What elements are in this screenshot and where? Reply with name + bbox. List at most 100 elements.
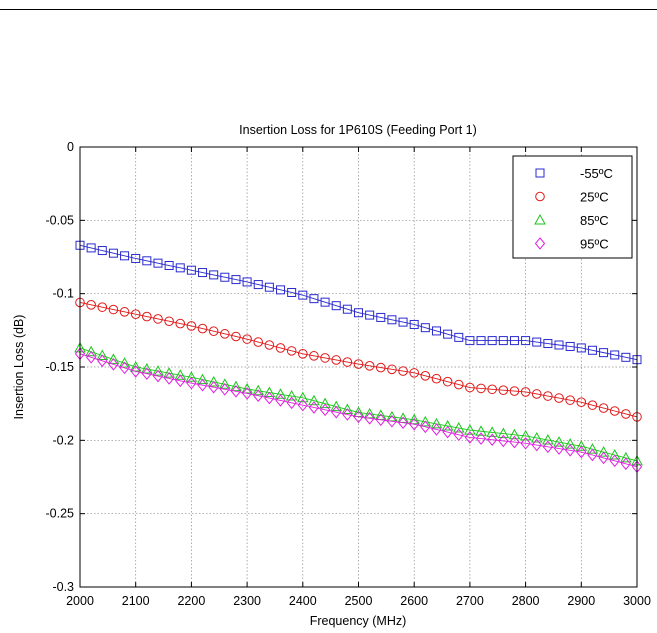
data-point [398, 366, 408, 376]
data-point [520, 436, 531, 450]
data-point [163, 372, 175, 385]
data-point [565, 341, 575, 351]
y-tick-label: -0.25 [46, 507, 75, 521]
data-point [354, 308, 363, 318]
data-point [108, 358, 119, 371]
data-point [141, 367, 152, 381]
data-point [97, 354, 108, 368]
data-point [186, 265, 196, 275]
y-tick-label: 0 [67, 140, 74, 154]
data-point [140, 363, 153, 374]
data-point [330, 400, 343, 412]
data-point [375, 413, 386, 427]
data-point [620, 451, 632, 463]
x-tick-label: 2600 [400, 594, 428, 608]
data-point [509, 336, 519, 346]
data-point [487, 384, 497, 395]
data-point [387, 315, 397, 325]
data-point [320, 353, 330, 363]
data-series [74, 240, 643, 474]
data-point [97, 246, 107, 256]
x-tick-label: 2800 [512, 594, 540, 608]
series-circle [75, 297, 642, 422]
data-point [331, 301, 341, 311]
data-point [242, 334, 252, 344]
data-point [520, 387, 531, 397]
data-point [376, 312, 386, 322]
legend-box [512, 155, 633, 259]
y-axis-label: Insertion Loss (dB) [12, 315, 26, 420]
data-point [208, 326, 219, 337]
data-point [175, 263, 185, 273]
data-point [275, 343, 286, 353]
data-point [85, 351, 97, 364]
legend-entry-label: 85ºC [580, 213, 609, 228]
data-point [398, 317, 408, 327]
data-point [119, 361, 130, 375]
data-point [420, 371, 431, 381]
data-point [298, 290, 308, 300]
data-point [521, 336, 531, 346]
data-point [197, 323, 208, 334]
data-point [431, 326, 441, 336]
data-point [342, 357, 353, 367]
data-point [264, 282, 274, 292]
data-point [465, 336, 475, 346]
data-point [609, 454, 620, 468]
data-point [464, 431, 476, 444]
data-point [331, 405, 342, 419]
data-point [453, 379, 464, 390]
x-tick-label: 2500 [345, 594, 373, 608]
data-point [164, 316, 174, 327]
data-point [443, 329, 453, 339]
data-point [319, 403, 331, 417]
data-point [96, 349, 109, 361]
data-point [286, 346, 297, 356]
data-point [130, 309, 141, 320]
data-point [486, 426, 499, 437]
data-point [519, 429, 532, 441]
data-point [209, 270, 219, 280]
data-point [453, 428, 464, 442]
data-point [599, 348, 609, 358]
data-point [386, 414, 398, 428]
plot-area-frame [79, 146, 638, 588]
data-point [163, 367, 175, 378]
data-point [264, 340, 275, 350]
data-point [186, 321, 197, 331]
data-point [420, 323, 430, 333]
data-point [285, 390, 298, 401]
x-tick-label: 2700 [456, 594, 484, 608]
data-point [532, 337, 542, 347]
data-point [308, 394, 320, 406]
data-point [86, 300, 96, 310]
data-point [508, 428, 521, 440]
data-point [287, 287, 297, 297]
series-square [75, 240, 642, 365]
data-point [587, 345, 597, 355]
data-point [454, 332, 464, 342]
legend-marker-circle [535, 191, 545, 202]
data-point [498, 336, 508, 346]
data-point [231, 275, 241, 285]
data-point [576, 343, 586, 353]
data-point [542, 434, 554, 445]
data-point [431, 373, 442, 384]
data-point [142, 311, 152, 322]
data-point [231, 331, 241, 342]
data-point [565, 395, 575, 405]
data-point [275, 394, 286, 407]
data-point [465, 382, 475, 393]
data-point [320, 297, 330, 307]
y-tick-label: -0.05 [46, 213, 75, 227]
data-point [554, 340, 564, 350]
axis-ticks: 2000 2100 2200 2300 2400 2500 2600 2700 2800 2900… [46, 140, 651, 608]
data-point [587, 448, 598, 462]
legend-entry-label: -55ºC [580, 166, 613, 181]
data-point [509, 435, 520, 449]
data-point [309, 294, 319, 304]
data-point [553, 436, 565, 447]
data-point [208, 380, 219, 394]
x-tick-label: 2100 [122, 594, 150, 608]
data-point [498, 434, 509, 448]
